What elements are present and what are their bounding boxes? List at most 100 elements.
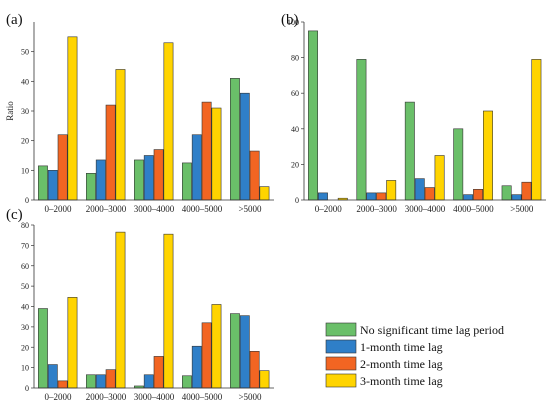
x-tick-label: 0–2000 [45,392,73,402]
bar-panel-c-s0-c0 [38,308,48,389]
legend-swatch [325,339,357,354]
bar-panel-a-s1-c3 [191,134,202,201]
y-tick-label: 0 [295,196,299,205]
x-tick-label: >5000 [510,204,534,214]
x-tick-label: 0–2000 [45,204,73,214]
legend: No significant time lag period 1-month ti… [325,322,504,388]
bar-panel-a-s0-c2 [134,159,144,201]
bar-panel-a-s1-c2 [143,155,154,201]
y-tick-label: 0 [25,384,29,393]
x-tick-label: 0–2000 [315,204,343,214]
y-tick-label: 100 [287,18,299,27]
bar-panel-a-s2-c2 [153,149,164,201]
bar-panel-c-s2-c2 [153,356,164,389]
bar-panel-b-s0-c2 [404,101,415,201]
y-tick-label: 10 [21,166,29,175]
legend-swatch [325,356,357,371]
bar-panel-a-s0-c4 [230,78,240,201]
y-tick-label: 80 [21,221,29,230]
x-tick-label: 4000–5000 [453,204,494,214]
bar-panel-a-s0-c0 [38,165,48,201]
bar-panel-b-s2-c3 [473,189,484,201]
y-tick-label: 30 [21,323,29,332]
y-tick-label: 0 [25,196,29,205]
x-tick-label: 4000–5000 [182,204,223,214]
y-tick-label: 40 [291,125,299,134]
legend-label: 2-month time lag [360,357,443,371]
panel-label: (b) [281,12,299,28]
y-tick-label: 40 [21,77,29,86]
panel-c: 0 10 20 30 40 50 60 70 80 0–2000 2000–3000 3000–400… [6,207,274,402]
legend-label: No significant time lag period [360,323,504,337]
bar-panel-c-s3-c3 [211,304,222,389]
bar-panel-c-s1-c1 [95,374,106,389]
bar-panel-a-s3-c3 [211,107,222,201]
bar-panel-c-s2-c4 [249,351,260,389]
panel-b: 0 20 40 60 80 100 0–2000 2000–3000 3000–4000 4000… [281,12,546,214]
y-tick-label: 50 [21,282,29,291]
x-tick-label: >5000 [238,392,262,402]
legend-label: 1-month time lag [360,340,443,354]
bar-panel-a-s1-c0 [47,170,58,201]
bar-panel-c-s1-c3 [191,345,202,389]
bar-panel-b-s1-c2 [414,178,425,201]
y-tick-label: 20 [21,137,29,146]
y-tick-label: 20 [21,343,29,352]
x-tick-label: 3000–4000 [134,204,175,214]
x-tick-label: 3000–4000 [134,392,175,402]
y-tick-label: 60 [21,262,29,271]
panel-label: (a) [6,12,23,28]
y-tick-label: 10 [21,364,29,373]
y-tick-label: 60 [291,89,299,98]
x-tick-label: >5000 [238,204,262,214]
bar-panel-b-s0-c1 [356,59,367,201]
bar-panel-c-s0-c3 [182,375,192,389]
y-tick-label: 50 [21,48,29,57]
bar-panel-c-s3-c1 [115,231,126,389]
bar-panel-a-s2-c4 [249,150,260,201]
bar-panel-b-s1-c3 [463,194,474,201]
bar-panel-c-s2-c3 [201,322,212,389]
bar-panel-a-s2-c1 [105,104,116,201]
y-tick-label: 40 [21,303,29,312]
bar-panel-a-s3-c4 [259,186,270,201]
bar-panel-a-s2-c0 [57,134,68,201]
bar-panel-b-s1-c0 [317,192,328,201]
bar-panel-b-s3-c3 [483,110,493,201]
bar-panel-b-s2-c4 [521,181,532,201]
legend-swatch [325,373,357,388]
y-tick-label: 70 [21,241,29,250]
bar-panel-c-s1-c2 [143,374,154,389]
y-tick-label: 80 [291,54,299,63]
bar-panel-c-s2-c0 [57,380,68,389]
x-tick-label: 2000–3000 [356,204,397,214]
bar-panel-b-s0-c4 [501,185,512,201]
panel-a: 0 10 20 30 40 50 0–2000 2000–3000 3000–4000 4000–… [5,12,274,214]
bar-panel-a-s3-c1 [115,69,126,201]
bar-panel-c-s0-c1 [86,374,96,389]
bar-panel-c-s3-c0 [67,297,78,389]
y-tick-label: 20 [291,160,299,169]
bar-panel-a-s3-c2 [163,42,174,201]
bar-panel-c-s3-c2 [163,233,174,389]
legend-label: 3-month time lag [360,374,443,388]
x-tick-label: 2000–3000 [86,204,127,214]
bar-panel-b-s0-c3 [453,128,464,201]
bar-panel-c-s0-c4 [230,313,240,389]
bar-panel-a-s0-c3 [182,162,192,201]
bar-panel-b-s3-c4 [531,59,542,201]
bar-panel-b-s0-c0 [308,30,318,201]
bar-panel-b-s2-c1 [376,192,387,201]
bar-panel-a-s0-c1 [86,173,96,201]
bar-panel-b-s1-c1 [366,192,377,201]
bar-panel-b-s3-c1 [386,180,397,201]
y-tick-label: 30 [21,107,29,116]
bar-panel-c-s1-c0 [47,364,58,389]
x-tick-label: 3000–4000 [405,204,446,214]
bar-panel-c-s2-c1 [105,369,116,389]
bar-panel-a-s1-c4 [239,92,250,201]
bar-panel-a-s3-c0 [67,36,78,201]
legend-swatch [325,322,357,337]
bar-panel-b-s1-c4 [511,194,522,201]
